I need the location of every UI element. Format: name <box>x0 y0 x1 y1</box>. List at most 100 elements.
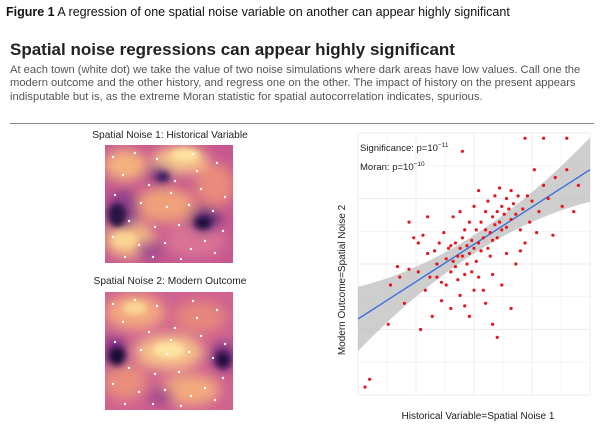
data-point <box>433 249 437 253</box>
data-point <box>398 275 402 279</box>
data-point <box>472 288 476 292</box>
data-point <box>491 215 495 219</box>
data-point <box>542 136 546 140</box>
data-point <box>486 199 490 203</box>
map1-title: Spatial Noise 1: Historical Variable <box>92 130 248 141</box>
data-point <box>500 228 504 232</box>
data-point <box>458 210 462 214</box>
data-point <box>437 241 441 245</box>
data-point <box>467 220 471 224</box>
data-point <box>516 194 520 198</box>
data-point <box>523 136 527 140</box>
data-point <box>484 301 488 305</box>
data-point <box>495 236 499 240</box>
data-point <box>518 249 522 253</box>
data-point <box>402 301 406 305</box>
data-point <box>470 238 474 242</box>
data-point <box>486 246 490 250</box>
data-point <box>449 244 453 248</box>
description: At each town (white dot) we take the val… <box>10 64 581 103</box>
data-point <box>493 223 497 227</box>
data-point <box>363 385 367 389</box>
data-point <box>465 262 469 266</box>
data-point <box>463 228 467 232</box>
data-point <box>368 377 372 381</box>
data-point <box>507 207 511 211</box>
data-point <box>458 293 462 297</box>
data-point <box>560 204 564 208</box>
data-point <box>421 233 425 237</box>
data-point <box>479 220 483 224</box>
data-point <box>530 199 534 203</box>
data-point <box>509 217 513 222</box>
data-point <box>435 262 439 266</box>
data-point <box>535 231 539 235</box>
data-point <box>504 196 509 201</box>
data-point <box>456 254 460 258</box>
data-point <box>444 257 448 261</box>
data-point <box>474 228 478 232</box>
significance-annotation: Significance: p=10−11 <box>360 142 449 154</box>
data-point <box>407 267 411 271</box>
data-point <box>528 220 532 224</box>
data-point <box>386 322 390 326</box>
data-point <box>491 322 495 326</box>
data-point <box>488 254 492 258</box>
data-point <box>463 272 467 277</box>
map2-town-dots <box>111 298 227 408</box>
data-point <box>493 194 497 198</box>
data-point <box>439 299 444 303</box>
data-point <box>407 220 411 224</box>
data-point <box>484 210 488 214</box>
data-point <box>430 314 434 318</box>
data-point <box>416 241 420 245</box>
data-point <box>395 265 399 269</box>
data-points <box>363 136 580 389</box>
data-point <box>484 228 488 232</box>
data-point <box>481 236 485 240</box>
data-point <box>502 212 506 216</box>
data-point <box>426 251 430 256</box>
y-axis-label: Modern Outcome=Spatial Noise 2 <box>337 204 348 355</box>
headline: Spatial noise regressions can appear hig… <box>10 40 455 59</box>
data-point <box>491 238 495 242</box>
data-point <box>546 196 550 201</box>
data-point <box>511 202 515 206</box>
data-point <box>479 249 483 253</box>
x-axis-label: Historical Variable=Spatial Noise 1 <box>402 411 555 422</box>
data-point <box>465 244 469 248</box>
data-point <box>460 149 464 153</box>
data-point <box>446 246 451 250</box>
data-point <box>500 283 504 287</box>
data-point <box>423 288 427 292</box>
data-point <box>428 275 432 279</box>
data-point <box>509 189 513 193</box>
data-point <box>449 270 453 274</box>
data-point <box>504 251 509 256</box>
regression-line <box>357 169 591 320</box>
data-point <box>419 327 423 332</box>
data-point <box>444 283 448 287</box>
moran-annotation: Moran: p=10−10 <box>360 161 425 173</box>
data-point <box>497 220 502 224</box>
data-point <box>553 175 557 180</box>
data-point <box>504 225 509 229</box>
data-point <box>514 262 518 266</box>
figure-caption-text: A regression of one spatial noise variab… <box>57 5 510 19</box>
data-point <box>565 168 569 172</box>
data-point <box>470 270 474 274</box>
data-point <box>537 210 541 214</box>
map2-svg <box>103 292 235 410</box>
data-point <box>551 233 555 237</box>
data-point <box>456 278 460 282</box>
data-point <box>477 275 481 279</box>
data-point <box>572 210 576 214</box>
data-point <box>497 186 502 190</box>
data-point <box>453 265 457 269</box>
data-point <box>453 241 457 245</box>
data-point <box>467 314 471 318</box>
map1-svg <box>103 145 235 263</box>
data-point <box>525 194 529 198</box>
scatter-svg: Significance: p=10−11 Moran: p=10−10 Mod… <box>337 132 591 422</box>
map1-town-dots <box>111 151 227 261</box>
